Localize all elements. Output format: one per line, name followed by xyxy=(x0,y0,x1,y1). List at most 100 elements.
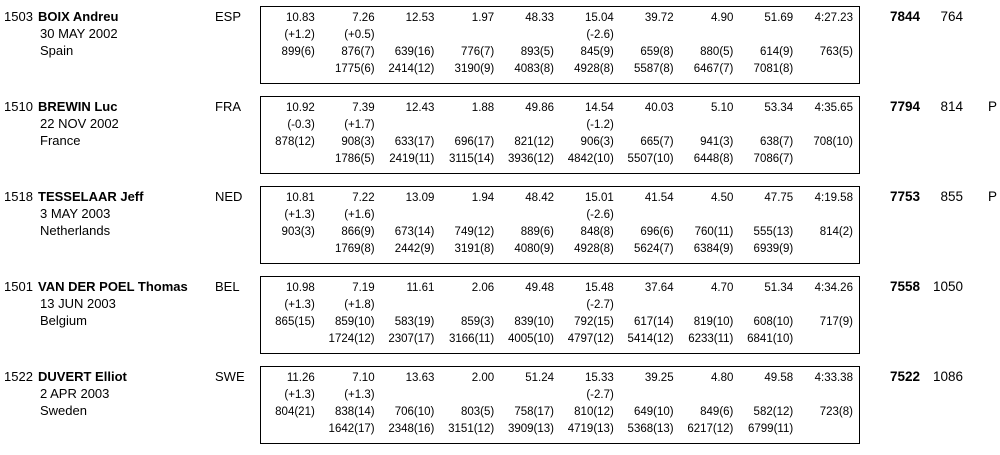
cumulative-cell: 6799(11) xyxy=(748,423,794,435)
points-cell: 866(9) xyxy=(341,226,375,238)
cumulative-cell: 6448(8) xyxy=(693,153,734,165)
points-cell: 906(3) xyxy=(580,136,614,148)
points-cell: 717(9) xyxy=(819,316,853,328)
points-cell: 880(5) xyxy=(700,46,734,58)
winds-cell xyxy=(799,118,859,135)
points-cell: 889(6) xyxy=(520,226,554,238)
points-cell: 810(12) xyxy=(574,406,614,418)
cumulative-cell: 3190(9) xyxy=(454,63,495,75)
athlete-name: DUVERT Elliot xyxy=(38,369,127,384)
total-points: 7794 xyxy=(889,99,920,114)
points-cell: 708(10) xyxy=(813,136,853,148)
winds-cell: (+1.2) xyxy=(284,29,315,41)
marks-cell: 15.48 xyxy=(585,282,614,294)
bib-number: 1518 xyxy=(4,189,33,204)
total-points: 7558 xyxy=(889,279,920,294)
country-name: Belgium xyxy=(40,313,87,328)
cumulative-cell: 1775(6) xyxy=(334,63,375,75)
winds-cell xyxy=(680,118,740,135)
marks-cell: 15.33 xyxy=(585,372,614,384)
cumulative-cell: 6467(7) xyxy=(693,63,734,75)
marks-cell: 39.72 xyxy=(644,12,674,24)
points-cell: 633(17) xyxy=(394,136,435,148)
winds-cell: (-1.2) xyxy=(586,119,614,131)
winds-cell: (+0.5) xyxy=(344,29,375,41)
marks-cell: 40.03 xyxy=(644,102,674,114)
points-row: 878(12) 908(3) 633(17) 696(17) 821(12) 906(3)… xyxy=(261,135,859,152)
marks-cell: 48.33 xyxy=(525,12,554,24)
marks-cell: 7.22 xyxy=(352,192,375,204)
cumulative-cell: 3936(12) xyxy=(507,153,554,165)
winds-cell xyxy=(799,208,859,225)
points-cell: 614(9) xyxy=(759,46,794,58)
points-cell: 749(12) xyxy=(454,226,495,238)
winds-cell: (+1.7) xyxy=(344,119,375,131)
winds-cell: (-0.3) xyxy=(287,119,315,131)
cumulative-cell xyxy=(261,332,321,349)
cumulative-cell xyxy=(261,152,321,169)
points-cell: 696(6) xyxy=(640,226,674,238)
winds-cell: (+1.8) xyxy=(344,299,375,311)
marks-cell: 47.75 xyxy=(764,192,794,204)
points-cell: 903(3) xyxy=(281,226,315,238)
marks-cell: 10.83 xyxy=(286,12,315,24)
points-cell: 876(7) xyxy=(341,46,375,58)
points-cell: 893(5) xyxy=(520,46,554,58)
secondary-number: 764 xyxy=(940,9,963,24)
cumulative-cell: 4928(8) xyxy=(574,243,614,255)
winds-cell: (+1.3) xyxy=(284,389,315,401)
event-results-box: 11.26 7.10 13.63 2.00 51.24 15.33 39.25 4.80 49.… xyxy=(260,366,860,444)
points-cell: 908(3) xyxy=(341,136,375,148)
birth-date: 13 JUN 2003 xyxy=(40,296,116,311)
athlete-name: BOIX Andreu xyxy=(38,9,119,24)
marks-cell: 1.88 xyxy=(471,102,495,114)
winds-cell xyxy=(620,388,680,405)
winds-cell: (-2.6) xyxy=(586,209,614,221)
event-results-box: 10.83 7.26 12.53 1.97 48.33 15.04 39.72 4.90 51.… xyxy=(260,6,860,84)
cumulative-cell: 1769(8) xyxy=(334,243,375,255)
winds-cell xyxy=(381,208,441,225)
marks-cell: 39.25 xyxy=(644,372,674,384)
marks-cell: 4.90 xyxy=(711,12,734,24)
points-row: 865(15) 859(10) 583(19) 859(3) 839(10) 792(15… xyxy=(261,315,859,332)
marks-cell: 4:33.38 xyxy=(814,372,853,384)
bib-number: 1522 xyxy=(4,369,33,384)
marks-cell: 11.26 xyxy=(286,372,315,384)
secondary-number: 855 xyxy=(940,189,963,204)
points-cell: 819(10) xyxy=(693,316,734,328)
total-points: 7844 xyxy=(889,9,920,24)
cumulative-cell xyxy=(799,332,859,349)
points-cell: 849(6) xyxy=(700,406,734,418)
points-cell: 659(8) xyxy=(640,46,674,58)
marks-cell: 13.09 xyxy=(405,192,435,204)
points-cell: 792(15) xyxy=(574,316,614,328)
winds-cell xyxy=(680,388,740,405)
marks-row: 10.98 7.19 11.61 2.06 49.48 15.48 37.64 4.70 51.… xyxy=(261,281,859,298)
winds-cell xyxy=(500,298,560,315)
event-results-box: 10.92 7.39 12.43 1.88 49.86 14.54 40.03 5.10 53.… xyxy=(260,96,860,174)
points-cell: 608(10) xyxy=(753,316,794,328)
winds-cell xyxy=(381,388,441,405)
winds-cell xyxy=(680,28,740,45)
points-cell: 673(14) xyxy=(394,226,435,238)
bib-number: 1510 xyxy=(4,99,33,114)
cumulative-cell: 6233(11) xyxy=(688,333,734,345)
winds-cell xyxy=(680,208,740,225)
points-cell: 638(7) xyxy=(759,136,794,148)
marks-cell: 4:27.23 xyxy=(814,12,853,24)
results-list: 1503 BOIX Andreu 30 MAY 2002 Spain ESP 10… xyxy=(0,5,1000,455)
points-cell: 848(8) xyxy=(580,226,614,238)
cumulative-cell xyxy=(261,422,321,439)
winds-cell xyxy=(620,298,680,315)
cumulative-cell: 5624(7) xyxy=(633,243,674,255)
secondary-number: 1086 xyxy=(932,369,963,384)
cumulative-cell: 5414(12) xyxy=(627,333,674,345)
winds-cell: (+1.3) xyxy=(284,299,315,311)
marks-cell: 12.53 xyxy=(405,12,435,24)
cumulative-cell: 3191(8) xyxy=(454,243,495,255)
marks-row: 10.92 7.39 12.43 1.88 49.86 14.54 40.03 5.10 53.… xyxy=(261,101,859,118)
country-name: Sweden xyxy=(40,403,87,418)
marks-cell: 4.70 xyxy=(711,282,734,294)
points-cell: 941(3) xyxy=(700,136,734,148)
cumulative-cell: 3909(13) xyxy=(507,423,554,435)
